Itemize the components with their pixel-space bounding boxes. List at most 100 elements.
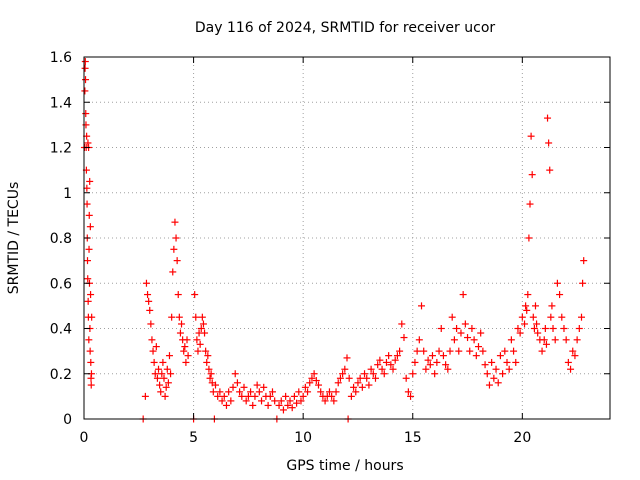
data-point [514, 325, 522, 332]
data-point [142, 279, 150, 287]
y-tick-label: 0.2 [50, 367, 72, 383]
data-point [437, 325, 445, 332]
data-point [212, 381, 219, 389]
data-point [205, 365, 213, 373]
data-point [87, 381, 95, 389]
data-point [464, 334, 472, 342]
data-points [80, 58, 588, 423]
data-point [470, 336, 478, 344]
data-point [426, 361, 434, 369]
data-point [306, 379, 314, 387]
data-point [152, 343, 160, 351]
data-point [415, 336, 423, 344]
data-point [446, 347, 454, 355]
y-tick-label: 0.6 [50, 276, 72, 292]
data-point [184, 352, 192, 360]
data-point [153, 374, 161, 382]
data-point [407, 392, 415, 400]
data-point [558, 313, 566, 321]
data-point [163, 365, 171, 373]
data-point [279, 406, 287, 414]
data-point [510, 347, 518, 355]
data-point [382, 358, 390, 366]
data-point [330, 397, 338, 405]
data-point [207, 370, 215, 378]
data-point [260, 383, 268, 391]
data-point [293, 399, 301, 407]
data-point [194, 347, 202, 355]
data-point [196, 340, 204, 348]
data-point [85, 336, 93, 344]
data-point [518, 313, 526, 321]
data-point [81, 58, 89, 66]
data-point [312, 377, 320, 385]
data-point [249, 401, 257, 409]
data-point [402, 374, 410, 382]
data-point [229, 383, 237, 391]
data-point [242, 397, 250, 405]
data-point [413, 347, 421, 355]
data-point [481, 361, 489, 369]
data-point [546, 166, 554, 174]
data-point [84, 139, 92, 147]
x-tick-label: 0 [80, 430, 89, 446]
data-point [82, 110, 90, 118]
data-point [575, 325, 583, 332]
x-tick-label: 20 [513, 430, 531, 446]
data-point [149, 347, 157, 355]
data-point [157, 388, 165, 396]
y-tick-label: 1.2 [50, 141, 72, 157]
data-point [244, 392, 252, 400]
data-point [165, 352, 173, 360]
data-point [220, 392, 228, 400]
data-point [266, 392, 274, 400]
data-point [374, 361, 382, 369]
data-point [503, 358, 511, 366]
data-point [461, 320, 469, 328]
data-point [400, 334, 408, 342]
data-point [431, 370, 439, 378]
data-point [146, 306, 154, 314]
data-point [533, 320, 541, 328]
data-point [398, 320, 406, 328]
data-point [371, 374, 379, 382]
x-axis-label: GPS time / hours [286, 458, 403, 474]
data-point [168, 313, 176, 321]
data-point [328, 392, 336, 400]
data-point [389, 365, 397, 373]
data-point [526, 200, 534, 208]
data-point [448, 313, 456, 321]
data-point [158, 370, 166, 378]
data-point [494, 379, 502, 387]
data-point [336, 374, 344, 382]
data-point [251, 392, 259, 400]
data-point [86, 347, 94, 355]
data-point [202, 347, 210, 355]
data-point [145, 297, 153, 305]
data-point [376, 356, 384, 364]
data-point [564, 358, 572, 366]
data-point [199, 320, 207, 328]
data-point [83, 184, 91, 192]
data-point [466, 347, 474, 355]
data-point [334, 379, 342, 387]
axis-ticks [83, 56, 610, 420]
data-point [530, 325, 538, 332]
data-point [88, 313, 96, 321]
data-point [181, 343, 189, 351]
data-point [499, 370, 507, 378]
data-point [201, 329, 209, 337]
data-point [556, 291, 564, 299]
data-point [147, 320, 155, 328]
y-tick-label: 1.6 [50, 50, 72, 66]
data-point [404, 388, 412, 396]
data-point [268, 388, 276, 396]
data-point [540, 336, 548, 344]
y-tick-label: 0.4 [50, 322, 72, 338]
data-point [167, 370, 175, 378]
y-tick-label: 0.8 [50, 231, 72, 247]
y-axis-label: SRMTID / TECUs [6, 182, 22, 295]
chart-title: Day 116 of 2024, SRMTID for receiver uco… [195, 20, 496, 36]
data-point [253, 381, 261, 389]
data-point [527, 132, 535, 140]
